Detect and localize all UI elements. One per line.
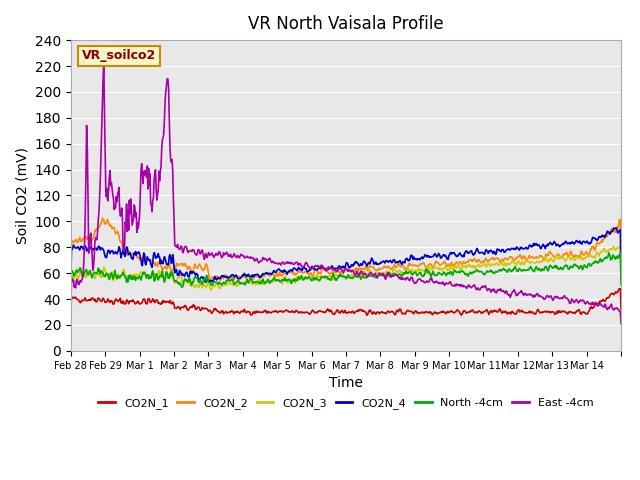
Text: VR_soilco2: VR_soilco2 <box>82 49 156 62</box>
Legend: CO2N_1, CO2N_2, CO2N_3, CO2N_4, North -4cm, East -4cm: CO2N_1, CO2N_2, CO2N_3, CO2N_4, North -4… <box>94 394 598 414</box>
Y-axis label: Soil CO2 (mV): Soil CO2 (mV) <box>15 147 29 244</box>
X-axis label: Time: Time <box>329 376 363 390</box>
Title: VR North Vaisala Profile: VR North Vaisala Profile <box>248 15 444 33</box>
